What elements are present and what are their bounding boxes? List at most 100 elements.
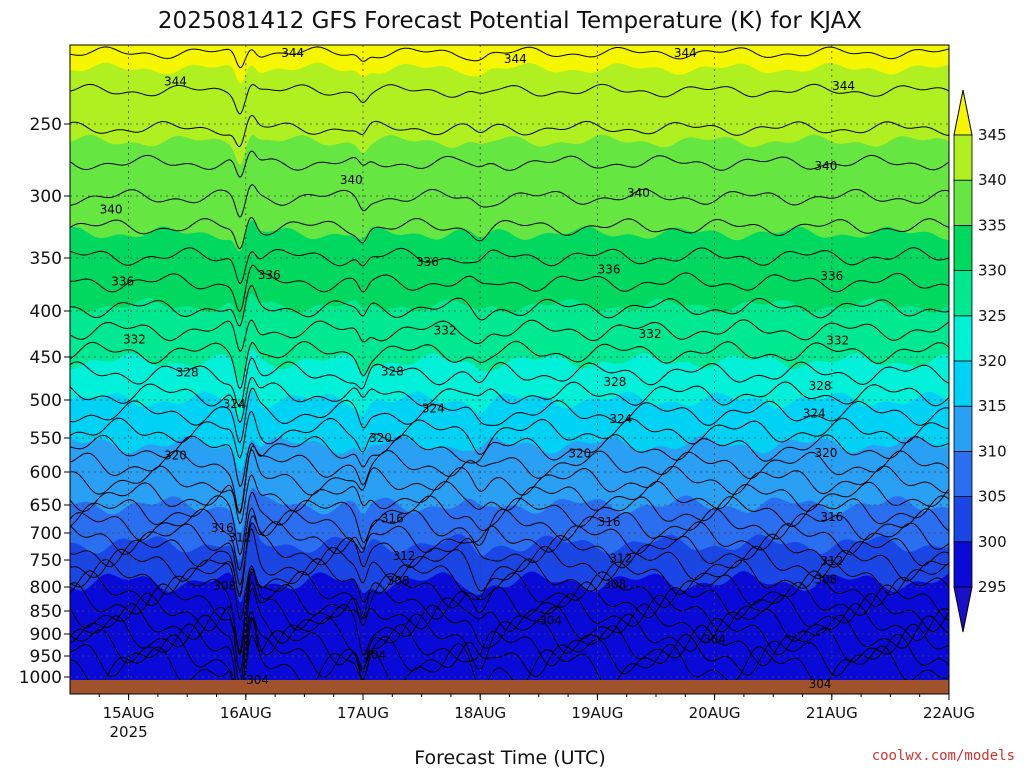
contour-label: 336 (258, 268, 281, 282)
y-tick-label: 600 (30, 463, 62, 483)
contour-label: 336 (820, 269, 843, 283)
contour-label: 320 (568, 447, 591, 461)
contour-label: 332 (434, 323, 457, 337)
grid-lines (70, 45, 949, 694)
contour-label: 316 (381, 511, 404, 525)
contour-label: 344 (832, 79, 855, 93)
colorbar-segment (953, 496, 973, 543)
contour-line (70, 376, 949, 424)
contour-label: 336 (111, 274, 134, 288)
colorbar-label: 335 (978, 216, 1007, 234)
contour-line (70, 387, 949, 444)
y-tick-label: 500 (30, 391, 62, 411)
colorbar-bottom-arrow (953, 586, 973, 633)
contour-label: 344 (281, 46, 304, 60)
contour-label: 308 (604, 577, 627, 591)
contour-label: 340 (100, 203, 123, 217)
colorbar-segment (953, 179, 973, 226)
contour-label: 324 (609, 412, 632, 426)
contour-line (70, 184, 949, 218)
x-tick-label: 21AUG (806, 704, 858, 722)
contour-line (70, 284, 949, 327)
contour-label: 344 (164, 74, 187, 88)
contour-line (70, 616, 949, 694)
contour-label: 308 (387, 574, 410, 588)
colorbar-segment (953, 360, 973, 407)
contour-line (70, 216, 949, 250)
contour-label: 340 (814, 159, 837, 173)
contour-label: 316 (820, 510, 843, 524)
contour-label: 336 (416, 255, 439, 269)
x-axis-label: Forecast Time (UTC) (414, 747, 605, 768)
y-tick-label: 650 (30, 496, 62, 516)
contour-label: 316 (211, 521, 234, 535)
colorbar-label: 325 (978, 307, 1007, 325)
x-tick-label: 15AUG (103, 704, 155, 722)
contour-label: 312 (228, 530, 251, 544)
y-tick-label: 850 (30, 602, 62, 622)
contour-label: 328 (381, 365, 404, 379)
contour-line (70, 410, 949, 459)
y-tick-label: 350 (30, 249, 62, 269)
y-tick-label: 750 (30, 551, 62, 571)
contour-line (70, 83, 949, 115)
contour-line (70, 247, 949, 285)
contour-label: 344 (674, 46, 697, 60)
colorbar-label: 305 (978, 488, 1007, 506)
contour-label: 332 (826, 333, 849, 347)
contour-line (70, 491, 949, 556)
contour-label: 324 (803, 407, 826, 421)
contour-label: 344 (504, 52, 527, 66)
contour-line (70, 623, 949, 694)
y-tick-label: 300 (30, 187, 62, 207)
contour-line (70, 150, 949, 178)
contour-lines (70, 46, 949, 694)
colorbar-segment (953, 541, 973, 588)
contour-label: 336 (598, 263, 621, 277)
contour-label: 324 (422, 401, 445, 415)
contour-line (70, 46, 949, 69)
contour-label: 320 (369, 431, 392, 445)
colorbar-label: 315 (978, 397, 1007, 415)
contour-line (70, 445, 949, 515)
contour-label: 320 (164, 449, 187, 463)
contour-line (70, 617, 949, 694)
contour-line (70, 114, 949, 148)
contour-line (70, 340, 949, 390)
ground-surface (70, 680, 949, 694)
colorbar-label: 310 (978, 442, 1007, 460)
contour-line (70, 521, 949, 587)
x-axis: 15AUG 16AUG 17AUG 18AUG 19AUG 20AUG 21AUG 22AUG… (98, 694, 975, 741)
contour-label: 312 (609, 551, 632, 565)
contour-label: 304 (703, 633, 726, 647)
y-tick-label: 800 (30, 578, 62, 598)
contour-line (70, 434, 949, 488)
contour-label: 340 (627, 186, 650, 200)
y-tick-label: 400 (30, 302, 62, 322)
contour-label: 328 (809, 379, 832, 393)
colorbar-label: 320 (978, 352, 1007, 370)
colorbar-top-arrow (953, 89, 973, 136)
contour-label: 304 (539, 614, 562, 628)
colorbar-segment (953, 134, 973, 181)
colorbar-label: 295 (978, 578, 1007, 596)
contour-line (70, 319, 949, 352)
contour-line (70, 609, 949, 685)
contour-label: 324 (223, 397, 246, 411)
colorbar-label: 300 (978, 533, 1007, 551)
colorbar-segment (953, 270, 973, 317)
y-tick-label: 950 (30, 647, 62, 667)
contour-line (70, 558, 949, 621)
contour-line (70, 568, 949, 653)
y-tick-label: 550 (30, 429, 62, 449)
contour-line (70, 507, 949, 572)
x-tick-label: 20AUG (689, 704, 741, 722)
contour-line (70, 357, 949, 408)
contour-labels: 344 344 344 344 344 340 340 340 340 336 336 336 336 3… (100, 46, 855, 691)
contour-line (70, 528, 949, 596)
contour-label: 332 (123, 333, 146, 347)
colorbar-segment (953, 315, 973, 362)
colorbar: 295 300 305 310 315 320 325 330 335 340 345 (953, 89, 1007, 633)
colorbar-label: 340 (978, 171, 1007, 189)
